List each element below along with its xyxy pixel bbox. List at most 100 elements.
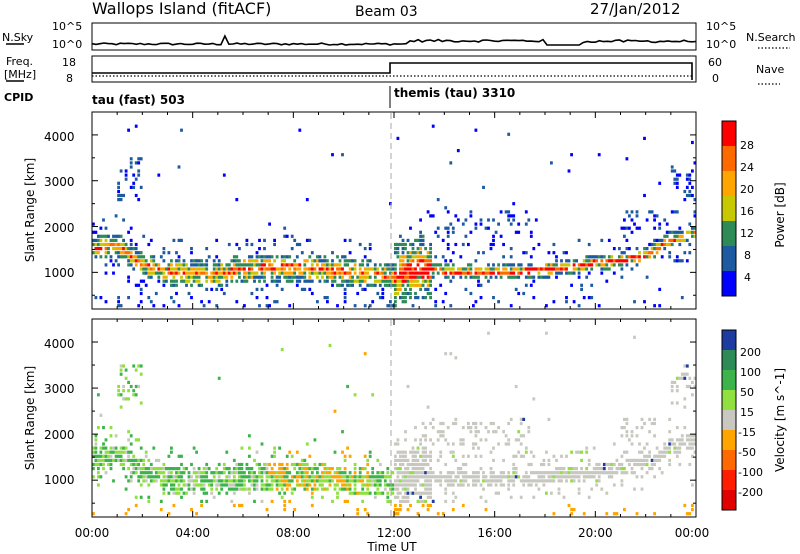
heatmap-cell [653, 454, 656, 458]
heatmap-cell [127, 230, 130, 234]
heatmap-cell [436, 234, 440, 238]
heatmap-cell [187, 279, 191, 283]
heatmap-cell [567, 467, 571, 471]
heatmap-cell [310, 475, 314, 479]
heatmap-cell [469, 267, 473, 271]
heatmap-cell [638, 462, 641, 467]
heatmap-cell [368, 267, 372, 271]
heatmap-cell [298, 467, 302, 471]
heatmap-cell [487, 279, 490, 283]
heatmap-cell [210, 487, 214, 491]
noise-left-tick-high: 10^5 [52, 20, 82, 33]
heatmap-cell [167, 263, 171, 267]
heatmap-cell [222, 271, 226, 275]
heatmap-cell [127, 397, 130, 401]
heatmap-cell [270, 475, 274, 479]
heatmap-cell [363, 267, 367, 271]
heatmap-cell [550, 491, 553, 495]
heatmap-cell [170, 483, 173, 487]
heatmap-cell [285, 462, 289, 467]
heatmap-cell [371, 483, 375, 487]
heatmap-cell [268, 471, 271, 475]
heatmap-cell [205, 267, 209, 271]
heatmap-cell [487, 271, 490, 275]
heatmap-cell [555, 259, 558, 263]
heatmap-cell [426, 503, 430, 508]
heatmap-cell [540, 479, 543, 483]
heatmap-cell [263, 238, 266, 242]
heatmap-cell [628, 438, 631, 442]
heatmap-cell [109, 450, 113, 454]
heatmap-cell [250, 255, 254, 259]
heatmap-cell [366, 458, 370, 462]
heatmap-cell [507, 132, 511, 136]
heatmap-cell [192, 471, 196, 475]
heatmap-cell [381, 267, 385, 271]
heatmap-cell [253, 487, 256, 491]
heatmap-cell [338, 267, 342, 271]
heatmap-cell [235, 471, 239, 475]
heatmap-cell [92, 462, 95, 467]
heatmap-cell [225, 263, 229, 267]
heatmap-cell [119, 450, 123, 454]
heatmap-cell [293, 275, 297, 279]
heatmap-cell [512, 214, 516, 218]
heatmap-cell [270, 499, 274, 503]
cpid-segment-1: tau (fast) 503 [92, 93, 185, 107]
heatmap-cell [225, 267, 229, 271]
heatmap-cell [394, 454, 397, 458]
heatmap-cell [519, 421, 523, 426]
heatmap-cell [557, 467, 561, 471]
heatmap-cell [147, 267, 151, 271]
heatmap-cell [341, 153, 344, 157]
heatmap-cell [343, 287, 347, 291]
heatmap-cell [273, 471, 276, 475]
heatmap-cell [424, 426, 427, 430]
heatmap-cell [152, 475, 156, 479]
heatmap-cell [137, 467, 141, 471]
heatmap-cell [190, 259, 193, 263]
heatmap-cell [628, 462, 631, 467]
heatmap-cell [401, 499, 405, 503]
heatmap-cell [308, 454, 312, 458]
heatmap-cell [107, 242, 110, 247]
heatmap-cell [426, 275, 430, 279]
heatmap-cell [399, 287, 402, 291]
heatmap-cell [628, 458, 631, 462]
heatmap-cell [421, 234, 425, 238]
heatmap-cell [429, 454, 432, 458]
heatmap-cell [519, 454, 523, 458]
heatmap-cell [288, 450, 292, 454]
heatmap-cell [600, 471, 604, 475]
heatmap-cell [114, 450, 118, 454]
heatmap-cell [129, 479, 133, 483]
heatmap-cell [134, 462, 138, 467]
heatmap-cell [222, 267, 226, 271]
heatmap-cell [620, 462, 624, 467]
heatmap-cell [577, 475, 581, 479]
heatmap-cell [290, 454, 294, 458]
heatmap-cell [165, 483, 168, 487]
heatmap-cell [383, 271, 387, 275]
heatmap-cell [94, 242, 98, 247]
heatmap-cell [366, 512, 370, 516]
heatmap-cell [230, 275, 234, 279]
heatmap-cell [139, 263, 143, 267]
heatmap-cell [227, 471, 231, 475]
heatmap-cell [132, 181, 136, 185]
heatmap-cell [685, 173, 689, 177]
heatmap-cell [124, 376, 128, 380]
heatmap-cell [205, 475, 209, 479]
heatmap-cell [635, 226, 639, 230]
heatmap-cell [300, 462, 304, 467]
heatmap-cell [238, 271, 241, 275]
heatmap-cell [353, 279, 357, 283]
heatmap-cell [474, 271, 478, 275]
heatmap-cell [313, 475, 317, 479]
heatmap-cell [149, 255, 153, 259]
heatmap-cell [401, 471, 405, 475]
heatmap-cell [635, 214, 639, 218]
heatmap-cell [446, 234, 450, 238]
heatmap-cell [305, 479, 309, 483]
heatmap-cell [552, 267, 556, 271]
